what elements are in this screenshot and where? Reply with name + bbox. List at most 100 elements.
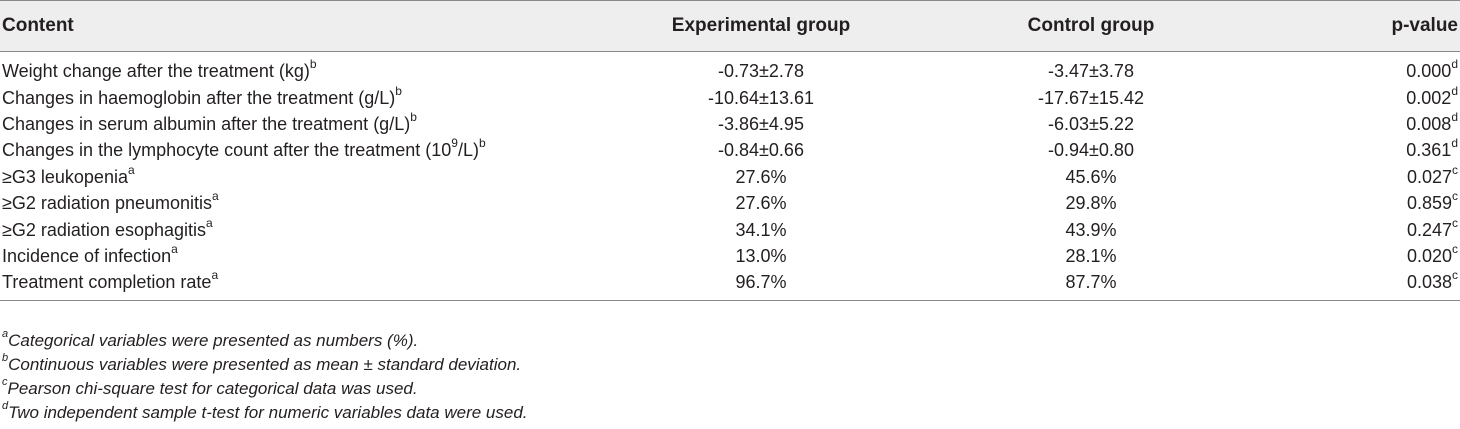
footnote-marker: c: [1452, 189, 1458, 204]
footnote-marker: c: [1452, 241, 1458, 256]
p-value-text: 0.247: [1406, 219, 1452, 240]
p-value-cell: 0.859c: [1280, 190, 1460, 216]
table-row: ≥G3 leukopeniaa 27.6% 45.6% 0.027c: [0, 164, 1460, 190]
table-row: Treatment completion ratea 96.7% 87.7% 0…: [0, 268, 1460, 301]
control-value: -0.94±0.80: [1048, 140, 1134, 161]
p-value-text: 0.020: [1406, 245, 1452, 266]
footnote-marker: d: [1451, 83, 1458, 98]
table-header: Content Experimental group Control group…: [0, 0, 1460, 52]
p-value-text: 0.361: [1406, 140, 1452, 161]
row-label: ≥G3 leukopeniaa: [0, 164, 620, 190]
experimental-value: -0.84±0.66: [718, 140, 804, 161]
footnote-marker: a: [127, 162, 135, 177]
footnote-text: Two independent sample t-test for numeri…: [8, 403, 528, 422]
header-row: Content Experimental group Control group…: [0, 0, 1460, 52]
table-body: Weight change after the treatment (kg)b …: [0, 52, 1460, 301]
exponent: 9: [451, 136, 458, 151]
footnote: aCategorical variables were presented as…: [2, 329, 528, 353]
experimental-value: 27.6%: [735, 193, 787, 214]
control-value: -6.03±5.22: [1048, 113, 1134, 134]
footnote-text: Pearson chi-square test for categorical …: [7, 379, 418, 398]
p-value-text: 0.859: [1406, 193, 1452, 214]
p-value-text: 0.002: [1406, 87, 1452, 108]
table-row: Changes in serum albumin after the treat…: [0, 111, 1460, 137]
experimental-value: -3.86±4.95: [718, 113, 804, 134]
control-value: -17.67±15.42: [1038, 87, 1144, 108]
experimental-value: 27.6%: [735, 166, 787, 187]
experimental-value: -0.73±2.78: [718, 61, 804, 82]
control-value: 87.7%: [900, 269, 1280, 301]
p-value-cell: 0.000d: [1280, 52, 1460, 85]
row-label-text: Incidence of infection: [2, 245, 172, 266]
experimental-value: 34.1%: [735, 219, 787, 240]
footnote-marker: c: [1452, 162, 1458, 177]
row-label: ≥G2 radiation esophagitisa: [0, 216, 620, 242]
footnote-marker: d: [1451, 57, 1458, 72]
header-control-group: Control group: [900, 0, 1280, 52]
p-value-text: 0.027: [1406, 166, 1452, 187]
table-row: Weight change after the treatment (kg)b …: [0, 52, 1460, 85]
control-value: 28.1%: [1065, 245, 1117, 266]
row-label: ≥G2 radiation pneumonitisa: [0, 190, 620, 216]
footnote-marker: c: [1452, 215, 1458, 230]
footnote-marker: c: [1452, 268, 1458, 283]
row-label: Weight change after the treatment (kg)b: [0, 52, 620, 85]
row-label-text: ≥G2 radiation esophagitis: [2, 219, 207, 240]
table-row: Incidence of infectiona 13.0% 28.1% 0.02…: [0, 243, 1460, 269]
footnote-mark: a: [2, 328, 9, 341]
row-label-text: ≥G2 radiation pneumonitis: [2, 193, 212, 214]
table-row: Changes in haemoglobin after the treatme…: [0, 84, 1460, 110]
control-value: 43.9%: [1065, 219, 1117, 240]
row-label-text: Changes in serum albumin after the treat…: [2, 113, 411, 134]
control-value: -3.47±3.78: [1048, 61, 1134, 82]
header-experimental-group: Experimental group: [620, 0, 900, 52]
footnote-marker: b: [478, 136, 486, 151]
row-label-text: Weight change after the treatment (kg): [2, 61, 310, 82]
table-row: Changes in the lymphocyte count after th…: [0, 137, 1460, 163]
row-label: Treatment completion ratea: [0, 268, 620, 301]
table-footnotes: aCategorical variables were presented as…: [2, 329, 528, 425]
control-value: 45.6%: [1065, 166, 1117, 187]
table-row: ≥G2 radiation esophagitisa 34.1% 43.9% 0…: [0, 216, 1460, 242]
experimental-value: -10.64±13.61: [708, 87, 814, 108]
footnote-marker: a: [171, 241, 178, 256]
p-value-cell: 0.002d: [1280, 84, 1460, 110]
experimental-value: 13.0%: [735, 245, 787, 266]
footnote-marker: d: [1451, 136, 1458, 151]
results-table: Content Experimental group Control group…: [0, 0, 1460, 301]
p-value-text: 0.008: [1406, 113, 1452, 134]
row-label-text: Changes in the lymphocyte count after th…: [2, 140, 452, 161]
p-value-cell: 0.027c: [1280, 164, 1460, 190]
row-label-text: Changes in haemoglobin after the treatme…: [2, 87, 396, 108]
footnote: bContinuous variables were presented as …: [2, 353, 528, 377]
table-row: ≥G2 radiation pneumonitisa 27.6% 29.8% 0…: [0, 190, 1460, 216]
p-value-cell: 0.038c: [1280, 268, 1460, 301]
footnote-mark: c: [2, 376, 8, 389]
footnote-marker: d: [1451, 109, 1458, 124]
p-value-cell: 0.020c: [1280, 243, 1460, 269]
header-content: Content: [0, 0, 620, 52]
footnote-mark: d: [2, 400, 9, 413]
p-value-cell: 0.247c: [1280, 216, 1460, 242]
footnote-marker: a: [212, 189, 219, 204]
footnote-marker: b: [395, 83, 402, 98]
row-label-unit: /L): [457, 140, 479, 161]
control-value: 29.8%: [1065, 193, 1117, 214]
p-value-text: 0.000: [1406, 61, 1452, 82]
row-label-text: Treatment completion rate: [2, 272, 212, 293]
p-value-cell: 0.008d: [1280, 111, 1460, 137]
experimental-value: 96.7%: [620, 269, 900, 301]
row-label-text: ≥G3 leukopenia: [2, 166, 128, 187]
footnote-text: Continuous variables were presented as m…: [8, 355, 522, 374]
footnote-text: Categorical variables were presented as …: [8, 331, 419, 350]
footnote-marker: a: [206, 215, 213, 230]
footnote: cPearson chi-square test for categorical…: [2, 377, 528, 401]
row-label: Incidence of infectiona: [0, 243, 620, 269]
footnote-marker: a: [211, 268, 219, 283]
p-value-cell: 0.361d: [1280, 137, 1460, 163]
row-label: Changes in haemoglobin after the treatme…: [0, 84, 620, 110]
footnote-marker: b: [410, 109, 417, 124]
footnote-marker: b: [309, 57, 317, 72]
footnote-mark: b: [2, 352, 9, 365]
